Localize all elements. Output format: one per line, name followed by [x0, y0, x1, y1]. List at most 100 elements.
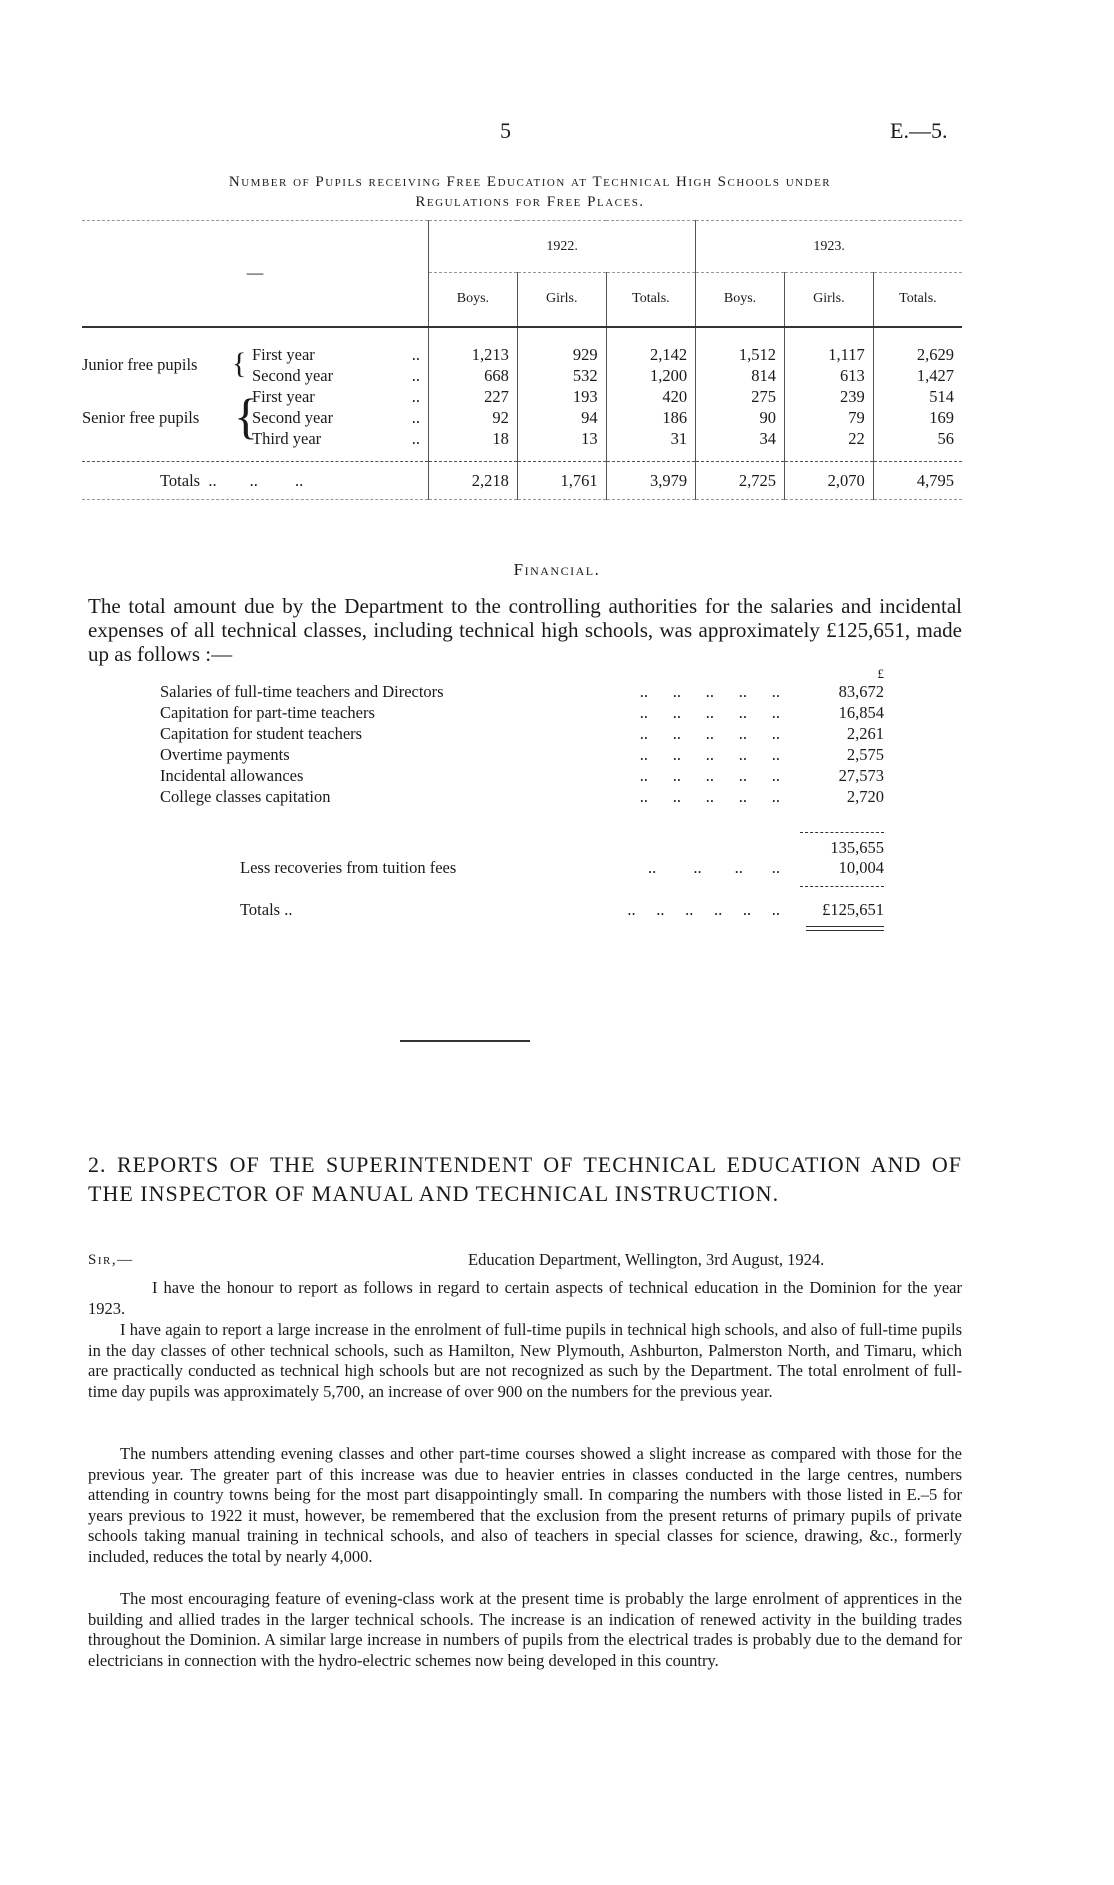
column-header: Boys. [695, 272, 785, 327]
cell: 186 [605, 407, 696, 429]
item-label: Capitation for student teachers [160, 724, 363, 743]
financial-totals-row: Totals .... .. .. .. .. .. [240, 900, 780, 919]
paragraph: I have again to report a large increase … [88, 1320, 962, 1401]
cell: 668 [428, 365, 518, 387]
item-label: Incidental allowances [160, 766, 304, 785]
paragraph: I have the honour to report as follows i… [88, 1278, 962, 1318]
cell: 169 [872, 407, 962, 429]
cell: 22 [783, 428, 874, 450]
column-header: Girls. [516, 272, 607, 327]
page-number: 5 [500, 118, 511, 143]
document-reference: E.—5. [890, 118, 948, 143]
item-label: Salaries of full-time teachers and Direc… [160, 682, 444, 701]
item-label: Overtime payments [160, 745, 290, 764]
currency-symbol: £ [877, 666, 885, 681]
less-row: Less recoveries from tuition fees.. .. .… [240, 858, 780, 877]
cell: 1,512 [695, 344, 785, 366]
total-cell: 2,218 [428, 461, 518, 500]
section-heading: 2. REPORTS OF THE SUPERINTENDENT OF TECH… [88, 1152, 962, 1206]
less-label: Less recoveries from tuition fees [240, 858, 457, 877]
cell: 1,117 [783, 344, 874, 366]
item-label: Capitation for part-time teachers [160, 703, 375, 722]
financial-item: Capitation for student teachers.. .. .. … [160, 724, 780, 743]
total-cell: 3,979 [605, 461, 696, 500]
totals-row: Totals .. .. .. 2,218 1,761 3,979 2,725 … [82, 461, 962, 500]
cell: 1,213 [428, 344, 518, 366]
financial-item: Capitation for part-time teachers.. .. .… [160, 703, 780, 722]
cell: 514 [872, 386, 962, 408]
cell: 1,200 [605, 365, 696, 387]
total-cell: 4,795 [872, 461, 962, 500]
row-label: Third year [252, 429, 322, 448]
item-label: College classes capitation [160, 787, 331, 806]
cell: 34 [695, 428, 785, 450]
row-label: Second year [252, 366, 334, 385]
cell: 193 [516, 386, 607, 408]
table-title: Number of Pupils receiving Free Educatio… [90, 172, 970, 212]
cell: 56 [872, 428, 962, 450]
cell: 420 [605, 386, 696, 408]
cell: 2,142 [605, 344, 696, 366]
totals-label: Totals [160, 470, 201, 490]
row-label: First year [252, 387, 315, 406]
section-divider [400, 1040, 530, 1042]
table-row: Junior free pupils{First year.. 1,213 929 2… [82, 344, 962, 380]
column-header: Girls. [783, 272, 874, 327]
item-amount: 27,573 [838, 766, 884, 785]
total-cell: 1,761 [516, 461, 607, 500]
cell: 1,427 [872, 365, 962, 387]
address-line: Education Department, Wellington, 3rd Au… [468, 1250, 825, 1269]
cell: 613 [783, 365, 874, 387]
financial-item: Overtime payments.. .. .. .. .. [160, 745, 780, 764]
cell: 79 [783, 407, 874, 429]
row-label: Second year [252, 408, 334, 427]
financial-item: Incidental allowances.. .. .. .. .. [160, 766, 780, 785]
cell: 92 [428, 407, 518, 429]
item-amount: 2,575 [846, 745, 884, 764]
row-label: First year [252, 345, 315, 364]
financial-intro: The total amount due by the Department t… [88, 594, 962, 666]
subtotal-amount: 135,655 [830, 838, 884, 857]
financial-totals-label: Totals [240, 900, 281, 919]
paragraph: The most encouraging feature of evening-… [88, 1589, 962, 1670]
table-row: Senior free pupils{Second year.. 92 94 186 9… [82, 388, 962, 444]
stub-header: — [246, 263, 264, 283]
table-row: First year.. 227 193 420 275 239 514 [82, 386, 962, 408]
cell: 90 [695, 407, 785, 429]
cell: 94 [516, 407, 607, 429]
cell: 929 [516, 344, 607, 366]
paragraph: The numbers attending evening classes an… [88, 1444, 962, 1566]
table-row: Third year.. 18 13 31 34 22 56 [82, 428, 962, 450]
column-header: Totals. [605, 272, 696, 327]
table-row: Second year.. 668 532 1,200 814 613 1,427 [82, 365, 962, 387]
financial-heading: Financial. [513, 560, 601, 579]
total-cell: 2,725 [695, 461, 785, 500]
free-pupils-table: — 1922. 1923. Boys. Girls. Totals. Boys.… [82, 220, 962, 500]
group-label: Senior free pupils [82, 407, 200, 427]
cell: 532 [516, 365, 607, 387]
cell: 239 [783, 386, 874, 408]
cell: 814 [695, 365, 785, 387]
cell: 2,629 [872, 344, 962, 366]
year-header: 1922. [427, 220, 696, 273]
less-amount: 10,004 [838, 858, 884, 877]
financial-item: Salaries of full-time teachers and Direc… [160, 682, 780, 701]
total-cell: 2,070 [783, 461, 874, 500]
item-amount: 16,854 [838, 703, 884, 722]
cell: 227 [428, 386, 518, 408]
cell: 18 [428, 428, 518, 450]
cell: 31 [605, 428, 696, 450]
table-title-line-1: Number of Pupils receiving Free Educatio… [228, 174, 832, 190]
table-title-line-2: Regulations for Free Places. [415, 194, 645, 210]
year-header: 1923. [695, 220, 962, 273]
cell: 13 [516, 428, 607, 450]
column-header: Totals. [872, 272, 962, 327]
item-amount: 2,261 [846, 724, 884, 743]
column-header: Boys. [428, 272, 518, 327]
item-amount: 2,720 [846, 787, 884, 806]
group-label: Junior free pupils [82, 354, 198, 374]
item-amount: 83,672 [838, 682, 884, 701]
salutation: Sir,— [88, 1252, 134, 1268]
cell: 275 [695, 386, 785, 408]
